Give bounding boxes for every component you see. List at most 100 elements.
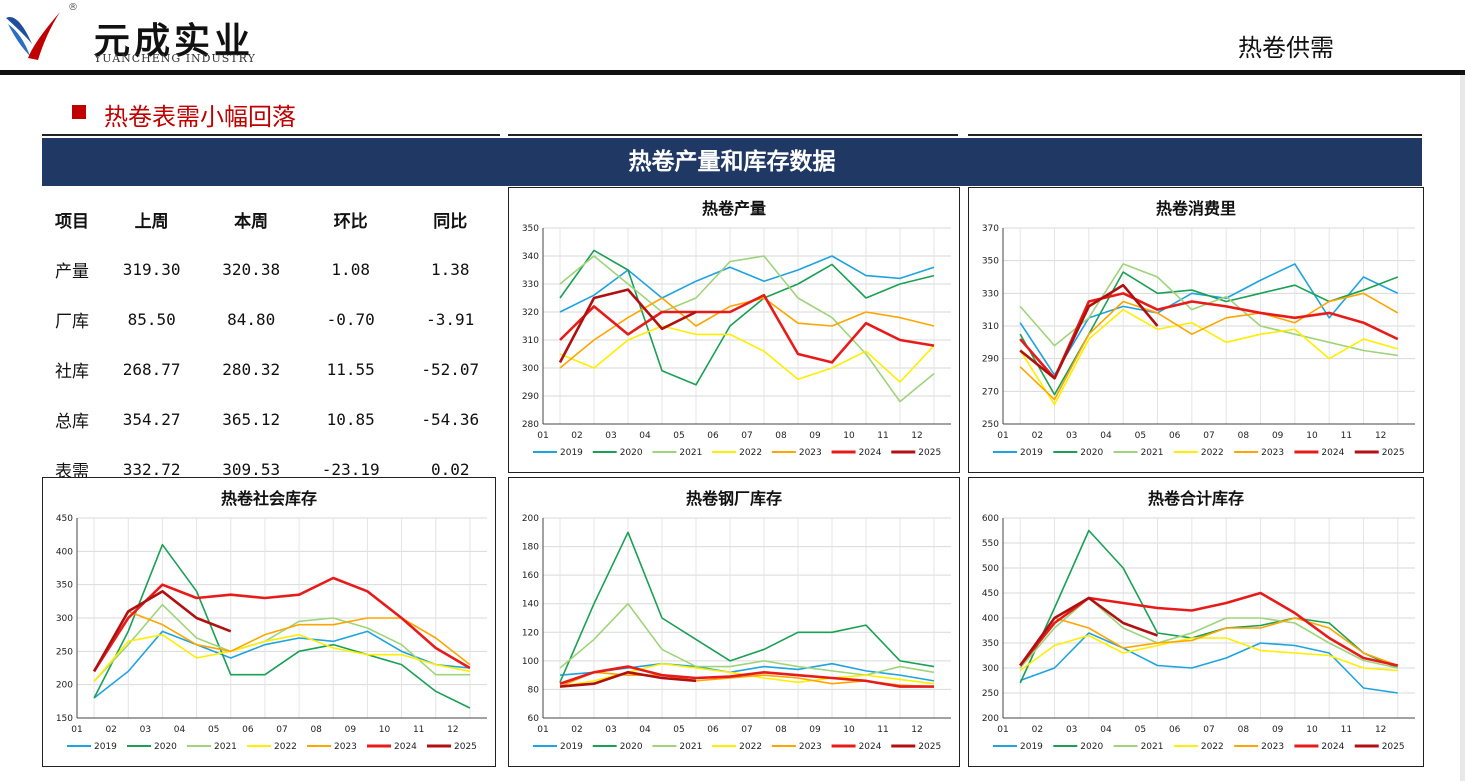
legend-label: 2022 [274, 742, 297, 752]
legend-label: 2020 [620, 448, 643, 458]
kpi-last-week: 85.50 [127, 309, 176, 329]
legend-label: 2020 [620, 742, 643, 752]
series-line-2024 [559, 665, 934, 688]
kpi-wow-change: 11.55 [326, 359, 375, 379]
banner-title: 热卷产量和库存数据 [42, 138, 1422, 186]
legend-label: 2023 [1261, 448, 1284, 458]
y-tick-label: 150 [56, 714, 73, 724]
legend-label: 2021 [679, 742, 702, 752]
x-tick-label: 07 [741, 725, 752, 735]
y-tick-label: 350 [982, 257, 999, 267]
x-tick-label: 07 [1203, 431, 1214, 441]
y-tick-label: 320 [522, 308, 539, 318]
company-logo-icon [4, 4, 66, 64]
legend-label: 2024 [859, 448, 882, 458]
col-header-this: 本周 [234, 211, 269, 232]
y-tick-label: 350 [522, 224, 539, 234]
x-tick-label: 05 [1135, 725, 1146, 735]
legend-label: 2019 [560, 448, 583, 458]
x-tick-label: 04 [1100, 431, 1112, 441]
series-line-2024 [1019, 292, 1399, 380]
chart-title: 热卷社会库存 [221, 489, 317, 508]
legend-label: 2021 [679, 448, 702, 458]
section-title: 热卷表需小幅回落 [104, 103, 296, 131]
legend-label: 2025 [1382, 448, 1405, 458]
x-tick-label: 03 [605, 431, 616, 441]
y-tick-label: 180 [522, 543, 539, 553]
x-tick-label: 03 [140, 725, 151, 735]
chart-title: 热卷钢厂库存 [686, 489, 782, 508]
y-tick-label: 370 [982, 224, 999, 234]
kpi-yoy-change: -3.91 [426, 309, 475, 329]
col-header-item: 项目 [54, 211, 89, 232]
y-tick-label: 330 [522, 280, 539, 290]
x-tick-label: 03 [1066, 431, 1077, 441]
y-tick-label: 120 [522, 628, 539, 638]
kpi-item-label: 厂库 [54, 311, 89, 332]
series-line-2025 [1019, 283, 1159, 380]
kpi-this-week: 365.12 [222, 409, 281, 429]
kpi-wow-change: 10.85 [326, 409, 375, 429]
col-header-last: 上周 [134, 211, 169, 232]
production-line-chart: 热卷产量 280 290 300 310 320 330 340 350 01 02 03 04 05 06… [522, 199, 951, 458]
x-tick-label: 02 [1032, 431, 1043, 441]
col-header-yoy: 同比 [433, 211, 468, 232]
legend-label: 2023 [334, 742, 357, 752]
kpi-item-label: 总库 [54, 411, 89, 432]
legend-label: 2022 [1201, 742, 1224, 752]
legend-label: 2024 [394, 742, 417, 752]
x-tick-label: 01 [997, 725, 1008, 735]
registered-mark: ® [68, 2, 78, 13]
x-tick-label: 01 [537, 725, 548, 735]
legend-label: 2019 [1020, 448, 1043, 458]
chart-panel-consumption: 热卷消费里 250 270 290 310 330 350 370 01 02 03 04 05 06 07… [968, 187, 1424, 473]
legend-label: 2022 [739, 742, 762, 752]
kpi-this-week: 309.53 [222, 459, 281, 479]
chart-title: 热卷合计库存 [1148, 489, 1244, 508]
x-tick-label: 10 [1306, 725, 1318, 735]
x-tick-label: 11 [1341, 725, 1352, 735]
x-tick-label: 12 [1375, 431, 1386, 441]
y-tick-label: 160 [522, 571, 539, 581]
legend-label: 2022 [739, 448, 762, 458]
x-tick-label: 09 [809, 431, 821, 441]
series-line-2023 [559, 297, 935, 369]
y-tick-label: 250 [982, 420, 999, 430]
x-tick-label: 04 [1100, 725, 1112, 735]
kpi-yoy-change: -54.36 [421, 409, 480, 429]
series-line-2025 [92, 590, 232, 672]
chart-panel-mill-stock: 热卷钢厂库存 60 80 100 120 140 160 180 200 01 02 03 04 05 06… [508, 477, 960, 767]
kpi-table-panel: 项目 上周 本周 环比 同比 产量 319.30 320.38 1.08 1.38 厂库 8… [42, 186, 500, 482]
y-tick-label: 310 [522, 336, 539, 346]
brand-name-cn: 元成实业 [94, 21, 255, 62]
series-line-2019 [559, 255, 935, 313]
kpi-last-week: 319.30 [122, 259, 181, 279]
legend-label: 2022 [1201, 448, 1224, 458]
series-line-2025 [559, 670, 697, 688]
kpi-last-week: 332.72 [122, 459, 181, 479]
x-tick-label: 05 [673, 725, 684, 735]
series-line-2024 [559, 293, 935, 364]
y-tick-label: 200 [982, 714, 999, 724]
chart-title: 热卷消费里 [1156, 199, 1236, 218]
kpi-yoy-change: 1.38 [430, 259, 470, 279]
series-line-2020 [559, 531, 935, 683]
series-line-2022 [1019, 634, 1398, 672]
page-topic-label: 热卷供需 [1238, 34, 1334, 62]
y-tick-label: 350 [56, 581, 73, 591]
legend-label: 2019 [94, 742, 117, 752]
y-tick-label: 340 [522, 252, 539, 262]
x-tick-label: 05 [208, 725, 219, 735]
kpi-yoy-change: -52.07 [421, 359, 480, 379]
legend-label: 2023 [799, 448, 822, 458]
top-divider [968, 134, 1422, 136]
kpi-wow-change: -0.70 [326, 309, 375, 329]
y-tick-label: 500 [982, 564, 999, 574]
col-header-wow: 环比 [333, 211, 368, 232]
x-tick-label: 11 [877, 431, 888, 441]
brand-name-en: YUANCHENG INDUSTRY [94, 52, 256, 65]
series-line-2022 [1019, 308, 1399, 406]
x-tick-label: 09 [345, 725, 357, 735]
x-tick-label: 12 [911, 725, 922, 735]
y-tick-label: 300 [56, 614, 73, 624]
